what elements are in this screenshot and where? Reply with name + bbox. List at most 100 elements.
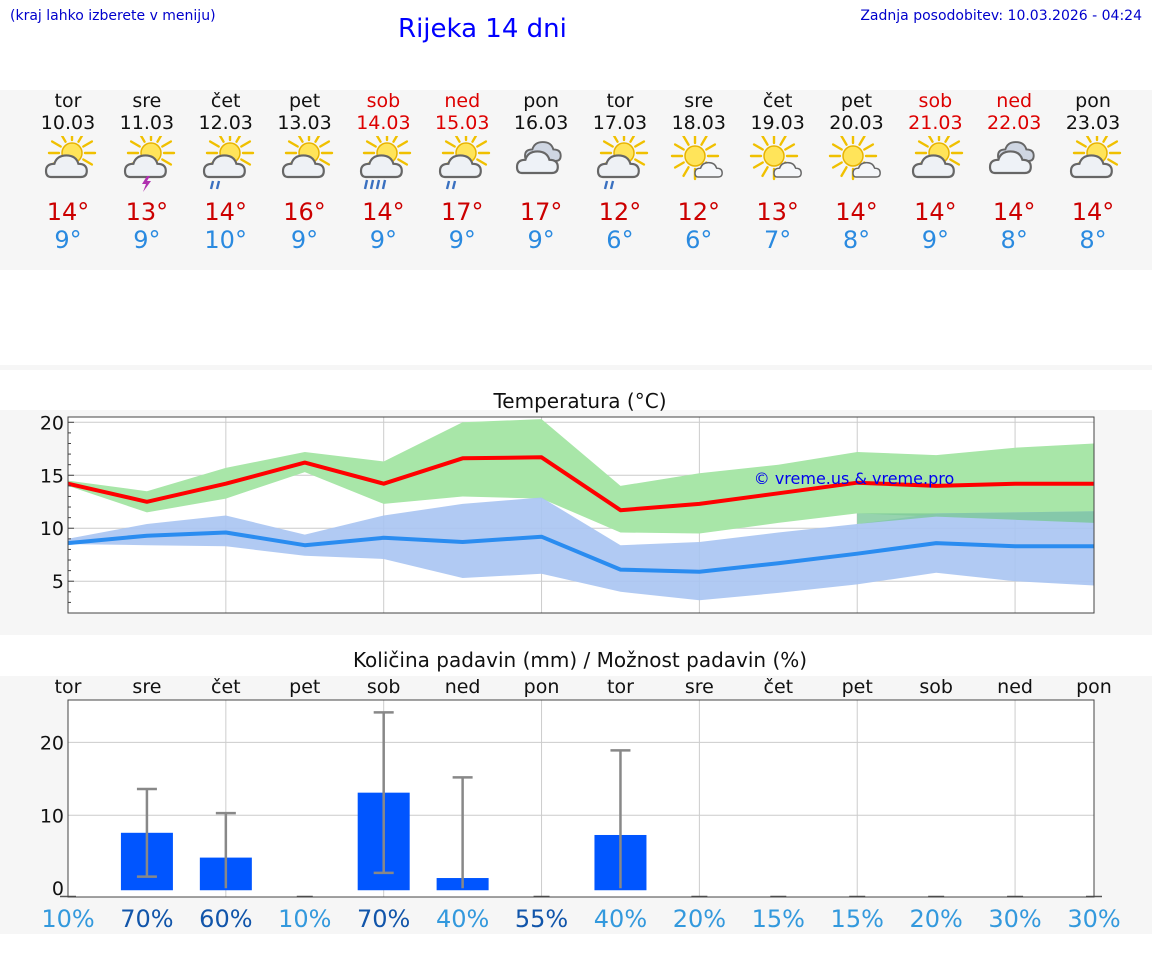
day-label: sre	[685, 676, 714, 698]
sun-cloud-rain-icon	[596, 136, 649, 190]
min-temperature: 9°	[54, 226, 82, 254]
divider	[0, 365, 1152, 370]
day-date: 14.03	[356, 112, 411, 134]
max-temperature: 13°	[756, 198, 799, 226]
temperature-plot-frame	[67, 416, 1095, 614]
max-temperature: 14°	[1071, 198, 1115, 226]
min-temperature: 9°	[921, 226, 949, 254]
max-temperature: 14°	[204, 198, 247, 226]
min-temperature: 9°	[448, 226, 476, 254]
sun-cloud-icon	[912, 136, 964, 179]
max-temperature: 14°	[835, 198, 878, 226]
sun-cloud-thunder-icon	[123, 136, 176, 192]
day-name: pon	[523, 90, 559, 112]
day-name: tor	[54, 90, 82, 112]
day-forecast: ned 15.03 17° 9°	[422, 90, 502, 254]
max-temperature-range	[68, 419, 1094, 534]
watermark: © vreme.us & vreme.pro	[754, 469, 955, 488]
day-date: 18.03	[671, 112, 726, 134]
day-name: sob	[366, 90, 401, 112]
min-temperature: 8°	[842, 226, 871, 254]
day-name: čet	[210, 90, 241, 112]
min-temperature: 9°	[369, 226, 398, 254]
min-temperature: 9°	[290, 226, 319, 254]
y-tick-label: 20	[40, 732, 64, 754]
last-updated-value: 10.03.2026 - 04:24	[1007, 8, 1142, 24]
precip-probability: 10%	[278, 905, 331, 933]
cloudy-icon	[516, 141, 562, 175]
day-forecast: čet 12.03 14° 10°	[186, 90, 266, 254]
day-name: pet	[288, 90, 321, 112]
region-hint: (kraj lahko izberete v meniju)	[10, 8, 216, 24]
cloudy-icon	[989, 141, 1035, 175]
max-temperature: 12°	[598, 198, 642, 226]
day-date: 19.03	[750, 112, 805, 134]
min-temperature: 10°	[204, 226, 247, 254]
min-temperature: 9°	[133, 226, 161, 254]
day-date: 10.03	[40, 112, 96, 134]
precip-probability: 30%	[1067, 905, 1120, 933]
day-label: sob	[919, 676, 953, 698]
max-temperature: 17°	[440, 198, 484, 226]
day-label: tor	[607, 676, 634, 698]
day-date: 13.03	[277, 112, 332, 134]
precip-probability: 40%	[436, 905, 489, 933]
max-temperature: 14°	[992, 198, 1036, 226]
min-temperature: 8°	[1000, 226, 1028, 254]
max-temperature: 14°	[914, 198, 957, 226]
day-forecast: sob 14.03 14° 9°	[343, 90, 423, 254]
max-temperature: 13°	[125, 198, 169, 226]
min-temperature: 7°	[764, 226, 792, 254]
day-name: sob	[918, 90, 953, 112]
day-forecast: pon 23.03 14° 8°	[1053, 90, 1133, 254]
sun-small-cloud-icon	[670, 136, 723, 181]
min-temperature: 8°	[1079, 226, 1107, 254]
day-name: ned	[444, 90, 481, 112]
y-tick-label: 10	[40, 805, 64, 827]
day-date: 12.03	[198, 112, 253, 134]
max-temperature: 14°	[46, 198, 90, 226]
day-label: pet	[842, 676, 873, 698]
min-temperature: 6°	[606, 226, 634, 254]
day-forecast: pon 16.03 17° 9°	[501, 90, 581, 254]
day-forecast: pet 20.03 14° 8°	[817, 90, 897, 254]
range-overlap	[857, 511, 1094, 524]
day-label: ned	[445, 676, 481, 698]
day-forecast: tor 10.03 14° 9°	[28, 90, 108, 254]
day-label: tor	[55, 676, 82, 698]
day-label: pet	[289, 676, 320, 698]
day-forecast: pet 13.03 16° 9°	[265, 90, 345, 254]
precip-probability: 60%	[199, 905, 252, 933]
min-temperature: 6°	[685, 226, 713, 254]
min-temperature-line	[67, 530, 1094, 574]
day-name: čet	[762, 90, 793, 112]
precip-chart-title: Količina padavin (mm) / Možnost padavin …	[353, 648, 807, 672]
day-label: čet	[764, 676, 794, 698]
temperature-chart-title: Temperatura (°C)	[492, 389, 666, 413]
day-label: ned	[997, 676, 1033, 698]
day-forecast: sre 11.03 13° 9°	[107, 90, 187, 254]
sun-cloud-icon	[44, 136, 97, 179]
day-forecast: sre 18.03 12° 6°	[659, 90, 739, 254]
day-label: sre	[132, 676, 161, 698]
sun-cloud-icon	[1069, 136, 1122, 179]
day-name: pet	[840, 90, 873, 112]
max-temperature: 14°	[362, 198, 405, 226]
max-temperature: 17°	[519, 198, 563, 226]
temperature-chart: 20 15 10 5	[40, 412, 1095, 614]
last-updated-label: Zadnja posodobitev:	[860, 8, 1004, 24]
day-date: 21.03	[908, 112, 963, 134]
precip-probability: 40%	[594, 905, 647, 933]
precip-probability: 15%	[831, 905, 884, 933]
day-date: 20.03	[829, 112, 884, 134]
day-name: sre	[132, 90, 162, 112]
precipitation-chart: tor 10% sre 70% čet 60% pet 10% sob 70% ned 40% pon 5…	[40, 676, 1121, 933]
day-date: 22.03	[986, 112, 1042, 134]
y-tick-label: 5	[52, 571, 64, 593]
day-date: 15.03	[435, 112, 490, 134]
sun-small-cloud-icon	[749, 136, 802, 181]
y-tick-label: 20	[40, 412, 64, 434]
day-forecast: sob 21.03 14° 9°	[895, 90, 975, 254]
y-tick-label: 0	[52, 878, 64, 900]
day-name: pon	[1075, 90, 1111, 112]
